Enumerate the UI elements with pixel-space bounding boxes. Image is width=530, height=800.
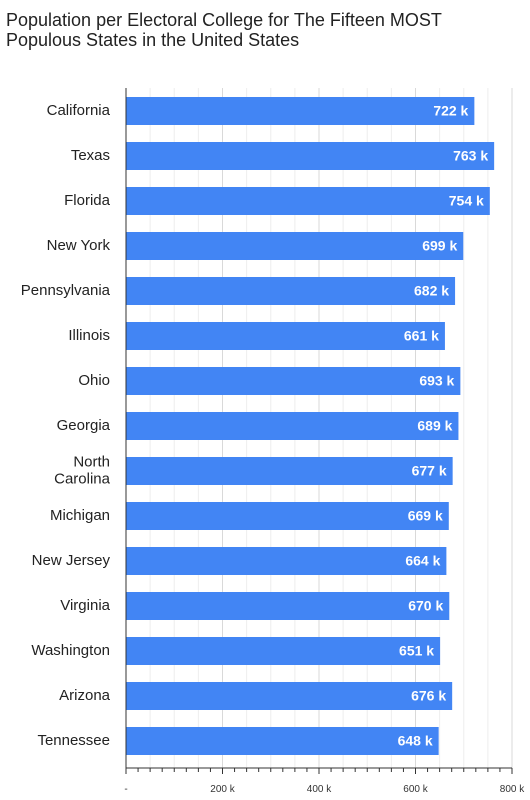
x-tick-label: 800 k <box>500 784 525 795</box>
bar <box>126 457 453 485</box>
bar <box>126 187 490 215</box>
value-label: 670 k <box>408 598 443 614</box>
bar <box>126 277 456 305</box>
x-tick-label: - <box>124 784 127 795</box>
category-label: Virginia <box>60 597 110 614</box>
category-label: Texas <box>71 147 110 164</box>
value-labels: 722 k 763 k 754 k 699 k 682 k 661 k 693 k 689 k… <box>398 103 489 749</box>
value-label: 676 k <box>411 688 446 704</box>
bar <box>126 322 445 350</box>
value-label: 664 k <box>405 553 440 569</box>
bar <box>126 682 453 710</box>
value-label: 648 k <box>398 733 433 749</box>
bars <box>126 97 495 755</box>
category-label: Tennessee <box>37 732 110 749</box>
x-tick-label: 600 k <box>403 784 428 795</box>
value-label: 722 k <box>433 103 468 119</box>
category-label: Michigan <box>50 507 110 524</box>
category-label: New York <box>47 237 111 254</box>
value-label: 651 k <box>399 643 434 659</box>
bar <box>126 232 464 260</box>
category-label: Georgia <box>57 417 111 434</box>
value-label: 682 k <box>414 283 449 299</box>
x-tick-label: 400 k <box>307 784 332 795</box>
bar <box>126 502 449 530</box>
value-label: 754 k <box>449 193 484 209</box>
bar <box>126 637 441 665</box>
x-tick-label: 200 k <box>210 784 235 795</box>
category-label: Illinois <box>68 327 110 344</box>
bar <box>126 142 495 170</box>
value-label: 763 k <box>453 148 488 164</box>
value-label: 661 k <box>404 328 439 344</box>
category-label: Arizona <box>59 687 111 704</box>
category-label: Washington <box>31 642 110 659</box>
category-label: California <box>47 102 111 119</box>
bar <box>126 592 450 620</box>
value-label: 689 k <box>417 418 452 434</box>
value-label: 677 k <box>412 463 447 479</box>
category-label: North Carolina <box>54 453 111 487</box>
category-label: Florida <box>64 192 111 209</box>
category-labels: California Texas Florida New York Pennsylvan… <box>21 102 111 749</box>
category-label: New Jersey <box>32 552 111 569</box>
category-label: Ohio <box>78 372 110 389</box>
value-label: 699 k <box>422 238 457 254</box>
bar <box>126 547 447 575</box>
bar <box>126 727 439 755</box>
x-axis: - 200 k 400 k 600 k 800 k <box>124 88 525 795</box>
value-label: 669 k <box>408 508 443 524</box>
value-label: 693 k <box>419 373 454 389</box>
bar <box>126 97 475 125</box>
bar <box>126 367 461 395</box>
category-label: Pennsylvania <box>21 282 111 299</box>
bar <box>126 412 459 440</box>
chart-title: Population per Electoral College for The… <box>6 10 442 50</box>
